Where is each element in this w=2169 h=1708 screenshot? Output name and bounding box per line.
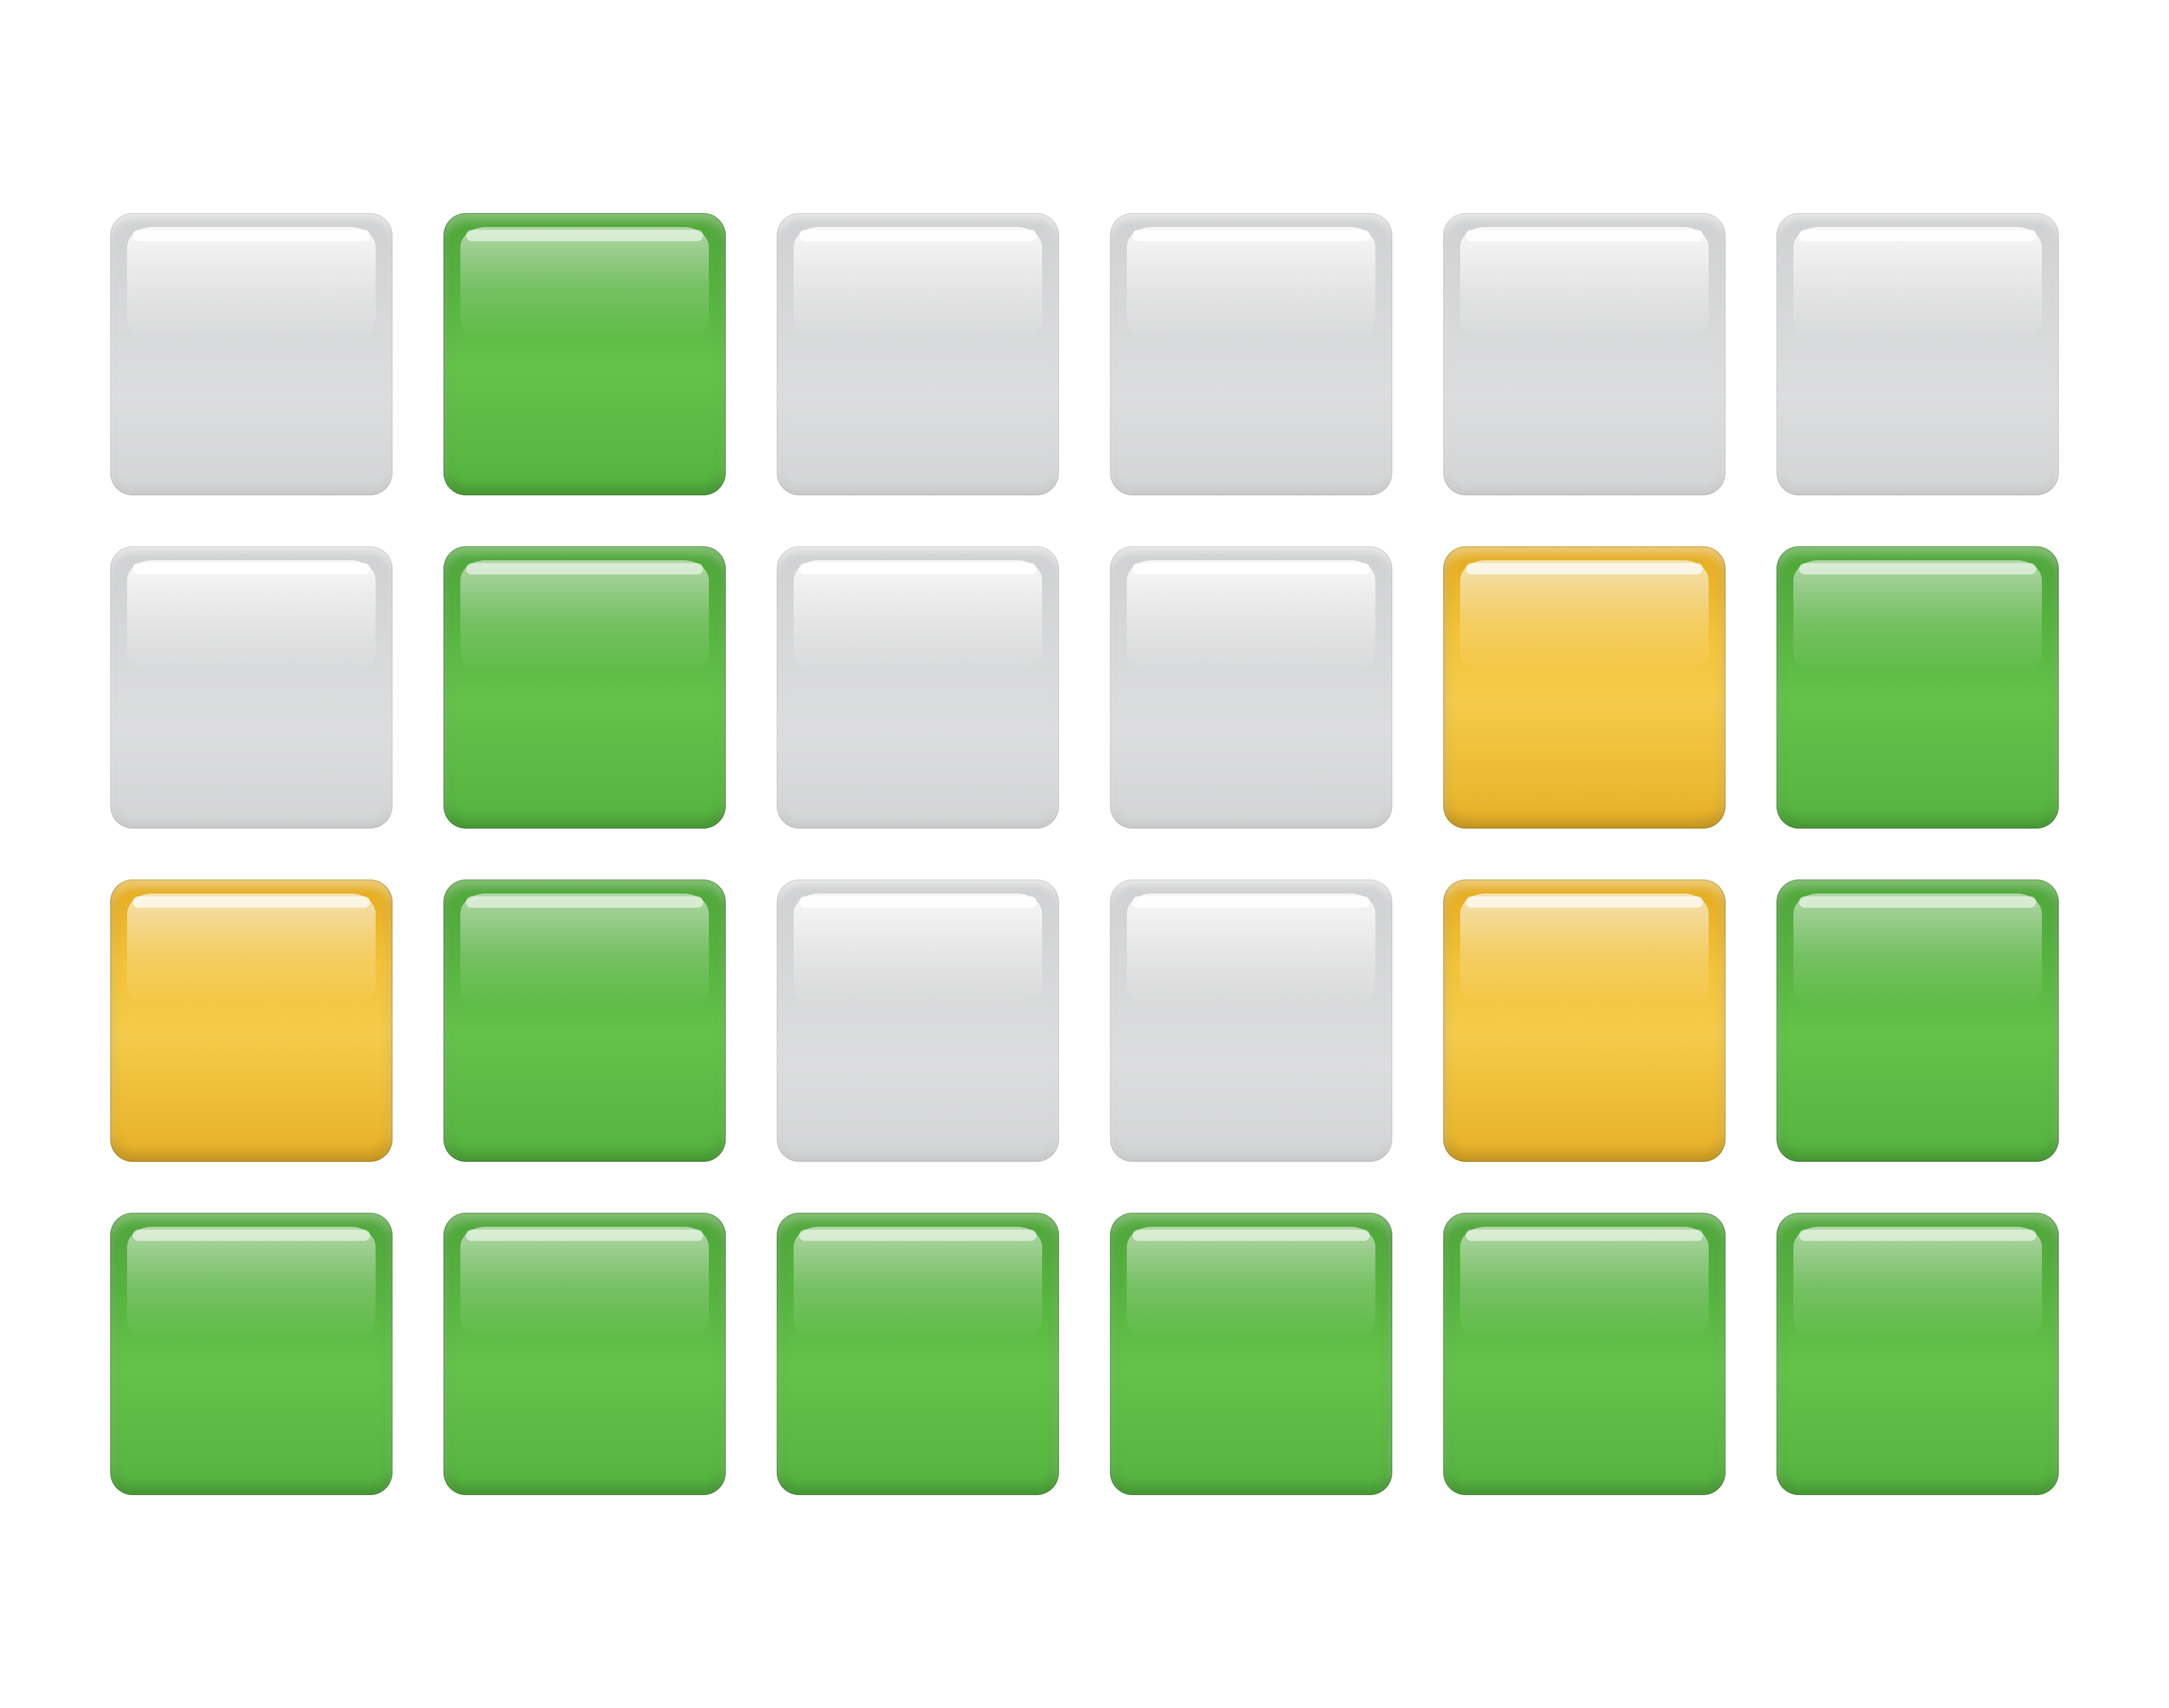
grid-tile — [1776, 213, 2059, 495]
grid-tile — [1776, 1213, 2059, 1495]
grid-tile — [110, 546, 393, 829]
grid-tile — [1110, 879, 1392, 1162]
grid-tile — [1443, 1213, 1726, 1495]
grid-tile — [443, 213, 726, 495]
grid-tile — [777, 879, 1059, 1162]
grid-tile — [1110, 546, 1392, 829]
grid-tile — [777, 213, 1059, 495]
grid-tile — [1110, 213, 1392, 495]
grid-tile — [110, 879, 393, 1162]
grid-tile — [1443, 879, 1726, 1162]
grid-tile — [1776, 879, 2059, 1162]
grid-tile — [443, 879, 726, 1162]
grid-tile — [1776, 546, 2059, 829]
grid-tile — [777, 1213, 1059, 1495]
grid-tile — [443, 546, 726, 829]
wordle-grid — [8, 111, 2161, 1597]
grid-tile — [1443, 546, 1726, 829]
grid-tile — [777, 546, 1059, 829]
grid-tile — [443, 1213, 726, 1495]
grid-tile — [1443, 213, 1726, 495]
grid-tile — [110, 213, 393, 495]
grid-tile — [110, 1213, 393, 1495]
grid-tile — [1110, 1213, 1392, 1495]
